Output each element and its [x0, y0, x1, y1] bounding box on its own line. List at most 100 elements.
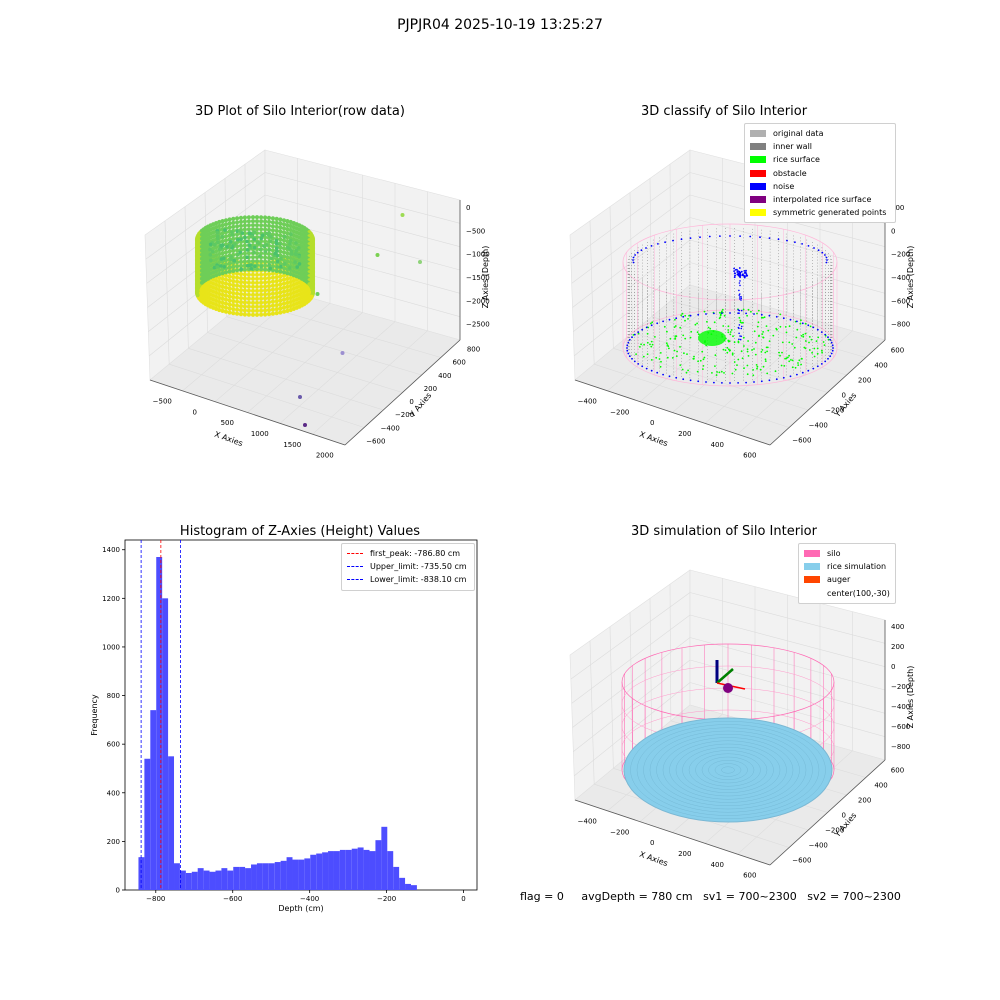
rice-surface-point [684, 337, 687, 340]
raw-point [227, 282, 232, 287]
rice-surface-point [694, 323, 697, 326]
raw-point [220, 231, 225, 236]
histogram-bar [375, 840, 382, 890]
noise-point [807, 324, 810, 327]
rice-surface-point [711, 372, 713, 374]
noise-point [782, 376, 785, 379]
raw-point [235, 224, 240, 229]
noise-point [734, 272, 736, 275]
rice-surface-cluster [698, 330, 726, 346]
z-tick-label: 400 [891, 623, 904, 631]
raw-point [242, 312, 247, 317]
raw-point [212, 265, 217, 270]
noise-point [832, 347, 834, 349]
rice-surface-point [763, 316, 766, 319]
raw-point [239, 237, 243, 242]
x-tick-label: 0 [650, 839, 654, 847]
raw-point [254, 219, 260, 224]
raw-point [235, 271, 240, 276]
raw-point [259, 227, 264, 232]
raw-point [220, 296, 225, 301]
raw-point [281, 281, 287, 286]
x-tick-label: −200 [610, 828, 629, 836]
rice-surface-point [737, 340, 740, 343]
raw-point [293, 260, 297, 264]
raw-point [259, 264, 264, 269]
raw-point [294, 248, 299, 253]
noise-point [753, 381, 755, 383]
raw-point [242, 296, 247, 301]
rice-surface-point [780, 364, 783, 367]
raw-point [220, 251, 225, 256]
noise-point [627, 352, 630, 355]
x-tick-label: 0 [193, 408, 197, 416]
histogram-bar [322, 852, 329, 890]
rice-surface-point [666, 344, 669, 346]
raw-point [223, 289, 229, 294]
noise-point [768, 314, 771, 317]
rice-surface-point [693, 355, 695, 358]
noise-point [782, 317, 785, 320]
raw-point [263, 288, 268, 293]
raw-point [227, 278, 232, 283]
raw-point [274, 228, 279, 233]
raw-point [263, 296, 268, 301]
raw-point [274, 224, 279, 229]
raw-point [210, 249, 215, 254]
raw-point [246, 296, 251, 301]
raw-point [231, 275, 236, 280]
x-axis-line [574, 799, 771, 866]
noise-point [827, 357, 829, 360]
raw-point [247, 243, 252, 247]
raw-point [252, 230, 256, 235]
x-tick-label: 0 [650, 419, 654, 427]
raw-point [238, 272, 244, 277]
rice-mesh-line [630, 721, 826, 819]
rice-mesh-line [675, 743, 781, 797]
raw-point [259, 215, 264, 220]
rice-surface-point [726, 346, 729, 349]
noise-point [632, 261, 635, 264]
histogram-bar [316, 853, 323, 890]
rice-surface-point [808, 341, 810, 344]
rice-mesh-line [656, 734, 800, 806]
legend-label: original data [773, 129, 824, 139]
raw-point [235, 256, 240, 261]
rice-surface-point [756, 365, 759, 368]
rice-surface-point [718, 371, 721, 374]
y-tick-label: 200 [424, 385, 437, 393]
rice-surface-point [679, 326, 682, 329]
raw-point [235, 291, 240, 296]
histogram-bar [310, 854, 317, 890]
rice-mesh-line [649, 730, 807, 810]
rice-surface-point [750, 310, 752, 313]
raw-point [219, 264, 223, 268]
raw-point [254, 288, 260, 293]
raw-point [259, 304, 264, 309]
raw-point [259, 267, 264, 272]
histogram-bar [227, 870, 234, 890]
raw-point [252, 245, 257, 250]
raw-point [259, 284, 264, 289]
histogram-bar [268, 863, 275, 890]
histogram-bar [387, 851, 394, 890]
histogram-bar [304, 858, 311, 890]
noise-point [697, 313, 700, 316]
noise-point [768, 379, 771, 382]
raw-point [220, 276, 225, 281]
raw-point [220, 239, 225, 244]
rice-surface-point [737, 358, 740, 361]
raw-point [281, 222, 287, 227]
rice-simulation-surface [623, 717, 833, 823]
rice-surface-point [676, 350, 678, 353]
y-tick-label: 600 [891, 767, 904, 775]
rice-surface-point [821, 349, 823, 352]
rice-surface-point [675, 355, 678, 357]
rice-surface-point [742, 308, 745, 311]
rice-surface-point [756, 325, 759, 328]
noise-point [733, 276, 736, 279]
rice-surface-point [785, 331, 788, 334]
status-footer: flag = 0 avgDepth = 780 cm sv1 = 700~230… [520, 890, 901, 903]
raw-point [255, 240, 260, 245]
